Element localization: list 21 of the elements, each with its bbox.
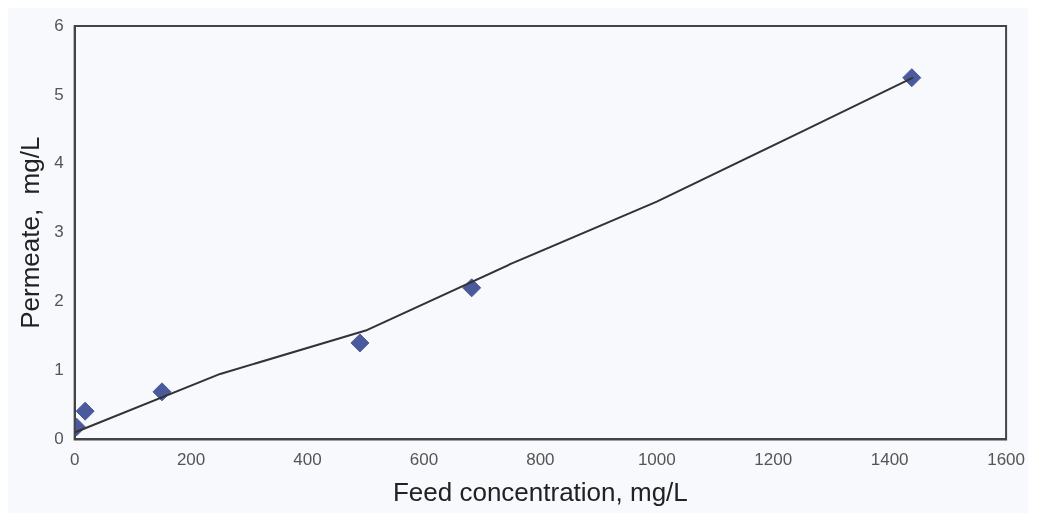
y-tick-label: 5 bbox=[54, 84, 64, 104]
y-tick-label: 0 bbox=[54, 429, 64, 449]
point bbox=[902, 68, 922, 88]
y-tick-label: 1 bbox=[54, 360, 64, 380]
point bbox=[350, 333, 370, 353]
y-axis-title: Permeate, mg/L bbox=[14, 136, 45, 329]
x-axis-title: Feed concentration, mg/L bbox=[392, 476, 688, 507]
x-tick-label: 0 bbox=[69, 450, 80, 470]
x-tick-label: 1400 bbox=[870, 450, 909, 470]
y-tick-label: 2 bbox=[54, 291, 64, 311]
x-tick-label: 200 bbox=[176, 450, 206, 470]
x-tick-label: 1200 bbox=[754, 450, 793, 470]
x-tick-label: 600 bbox=[409, 450, 439, 470]
y-tick-label: 6 bbox=[54, 15, 64, 35]
x-tick-label: 800 bbox=[526, 450, 555, 470]
x-tick-label: 1000 bbox=[637, 450, 676, 470]
y-tick-label: 3 bbox=[54, 222, 64, 242]
y-tick-label: 4 bbox=[54, 153, 64, 173]
x-tick-label: 1600 bbox=[987, 450, 1025, 470]
point bbox=[75, 401, 95, 421]
x-tick-label: 400 bbox=[293, 450, 322, 470]
